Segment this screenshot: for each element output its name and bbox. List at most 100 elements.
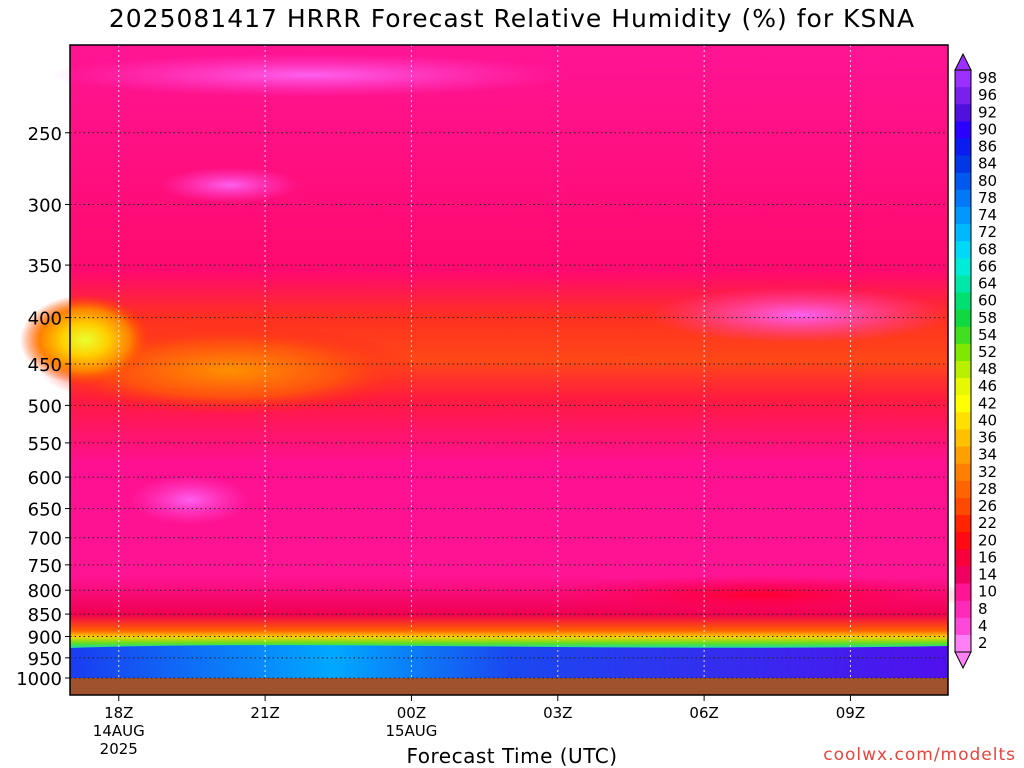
rh-low-region [160, 167, 300, 203]
y-tick-label: 850 [28, 605, 62, 626]
colorbar-swatch [955, 292, 971, 311]
x-tick-label: 18Z [104, 704, 133, 722]
colorbar-label: 20 [978, 531, 997, 549]
colorbar-swatch [955, 566, 971, 585]
colorbar-swatch [955, 634, 971, 653]
colorbar-swatch [955, 189, 971, 208]
colorbar-swatch [955, 395, 971, 413]
colorbar-label: 86 [978, 138, 997, 156]
y-tick-label: 700 [28, 529, 62, 550]
marine-layer [70, 645, 948, 678]
colorbar-label: 28 [978, 480, 997, 498]
x-tick-label: 00Z [397, 704, 426, 722]
colorbar-swatch [955, 463, 971, 482]
colorbar-label: 80 [978, 172, 997, 190]
colorbar-swatch [955, 241, 971, 259]
colorbar-label: 74 [978, 206, 997, 224]
colorbar-label: 54 [978, 326, 997, 344]
colorbar-swatch [955, 206, 971, 225]
plot-frame [69, 44, 949, 696]
colorbar-swatch [955, 138, 971, 157]
colorbar-label: 36 [978, 429, 997, 447]
colorbar-label: 42 [978, 394, 997, 412]
x-tick-label: 09Z [836, 704, 865, 722]
colorbar-swatch [955, 224, 971, 242]
chart-title: 2025081417 HRRR Forecast Relative Humidi… [108, 4, 916, 33]
y-tick-label: 300 [28, 195, 62, 216]
y-tick-label: 600 [28, 468, 62, 489]
colorbar-swatch [955, 532, 971, 550]
colorbar-label: 40 [978, 411, 997, 429]
x-tick-year-label: 2025 [100, 740, 138, 758]
rh-lower-dry-layer [540, 575, 980, 615]
colorbar-label: 96 [978, 86, 997, 104]
colorbar-swatch [955, 121, 971, 139]
y-tick-label: 1000 [16, 669, 62, 690]
colorbar-label: 68 [978, 240, 997, 258]
colorbar-label: 92 [978, 103, 997, 121]
colorbar-label: 48 [978, 360, 997, 378]
source-credit: coolwx.com/modelts [823, 745, 1016, 765]
colorbar-swatch [955, 361, 971, 379]
y-tick-label: 450 [28, 355, 62, 376]
x-tick-date-label: 14AUG [93, 722, 145, 740]
colorbar-swatch [955, 617, 971, 636]
rh-low-region [50, 53, 570, 97]
y-tick-label: 950 [28, 649, 62, 670]
colorbar-swatch [955, 600, 971, 619]
colorbar-label: 34 [978, 446, 997, 464]
rh-dry-layer-max [20, 295, 150, 385]
colorbar-label: 78 [978, 189, 997, 207]
colorbar-label: 16 [978, 548, 997, 566]
terrain-below-surface [70, 678, 948, 695]
rh-low-region [130, 475, 250, 525]
colorbar-label: 4 [978, 617, 988, 635]
colorbar-swatch [955, 87, 971, 105]
y-tick-label: 400 [28, 309, 62, 330]
colorbar-swatch [955, 275, 971, 294]
y-tick-label: 350 [28, 256, 62, 277]
colorbar-label: 58 [978, 309, 997, 327]
colorbar-swatch [955, 412, 971, 430]
y-tick-label: 750 [28, 556, 62, 577]
colorbar-swatch [955, 378, 971, 396]
colorbar-swatch [955, 258, 971, 276]
rh-low-region [650, 287, 950, 343]
colorbar-label: 46 [978, 377, 997, 395]
y-tick-label: 800 [28, 581, 62, 602]
colorbar-swatch [955, 429, 971, 448]
colorbar-label: 60 [978, 292, 997, 310]
colorbar-label: 32 [978, 463, 997, 481]
y-tick-label: 550 [28, 434, 62, 455]
colorbar-swatch [955, 480, 971, 499]
colorbar-swatch [955, 172, 971, 191]
colorbar-swatch [955, 497, 971, 516]
colorbar-swatch [955, 583, 971, 602]
colorbar-arrow-top [954, 52, 972, 71]
x-axis-label: Forecast Time (UTC) [406, 744, 618, 768]
colorbar-swatch [955, 326, 971, 345]
x-tick-date-label: 15AUG [385, 722, 437, 740]
colorbar-label: 14 [978, 566, 997, 584]
colorbar-label: 90 [978, 120, 997, 138]
x-tick-label: 21Z [250, 704, 279, 722]
colorbar-label: 26 [978, 497, 997, 515]
colorbar-swatch [955, 309, 971, 328]
colorbar-arrow-bottom [954, 651, 972, 670]
colorbar-label: 72 [978, 223, 997, 241]
colorbar-label: 98 [978, 69, 997, 87]
colorbar-swatch [955, 515, 971, 533]
plot-area [20, 44, 980, 696]
colorbar-frame [954, 69, 972, 653]
colorbar-label: 64 [978, 275, 997, 293]
y-tick-label: 900 [28, 628, 62, 649]
x-tick-label: 03Z [543, 704, 572, 722]
colorbar-swatch [955, 446, 971, 465]
colorbar-swatch [955, 70, 971, 88]
grid-lines [70, 45, 948, 679]
colorbar-swatch [955, 549, 971, 567]
x-tick-label: 06Z [689, 704, 718, 722]
colorbar-swatch [955, 343, 971, 362]
